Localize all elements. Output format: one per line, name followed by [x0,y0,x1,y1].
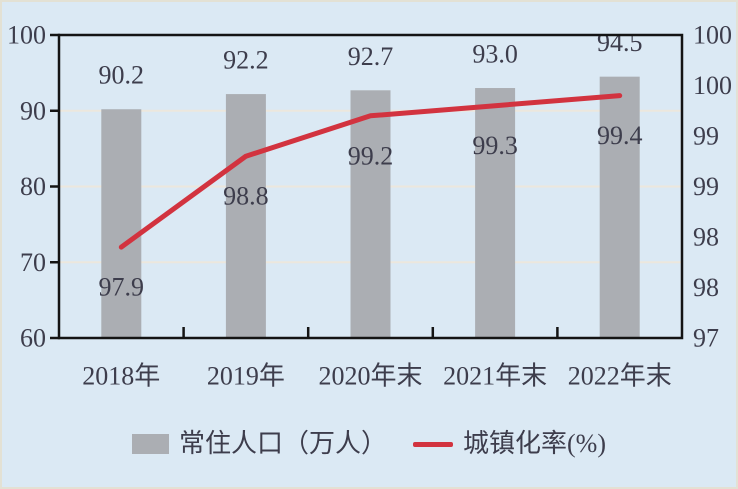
bar-value-label: 93.0 [472,40,518,69]
left-axis-tick-label: 60 [20,324,46,353]
bar-2020年末 [350,90,391,338]
x-axis-label: 2018年 [82,362,160,391]
x-axis-label: 2019年 [207,362,285,391]
line-value-label: 99.4 [597,121,643,150]
bar-value-label: 92.2 [223,46,269,75]
right-axis-tick-label: 99 [693,172,719,201]
line-series-swatch [413,441,454,447]
left-axis-tick-label: 90 [20,96,46,125]
bar-2022年末 [599,76,640,338]
chart-legend: 常住人口（万人） 城镇化率(%) [2,426,736,462]
legend-item-population: 常住人口（万人） [132,431,387,457]
right-axis-tick-label: 100 [693,71,732,100]
right-axis-tick-label: 98 [693,273,719,302]
right-axis-tick-label: 100 [693,21,732,50]
bar-value-label: 92.7 [348,42,394,71]
x-axis-label: 2022年末 [568,362,672,391]
line-value-label: 98.8 [223,182,269,211]
x-axis-label: 2020年末 [318,362,422,391]
urbanization-trend-line [118,93,623,250]
left-axis-tick-label: 100 [7,21,46,50]
line-value-label: 99.2 [348,141,394,170]
line-value-label: 97.9 [99,273,145,302]
legend-label-urbanization: 城镇化率(%) [463,429,606,458]
right-axis-tick-label: 97 [693,324,719,353]
right-axis-tick-label: 99 [693,122,719,151]
x-axis-label: 2021年末 [443,362,547,391]
left-axis-tick-label: 70 [20,248,46,277]
bar-series-swatch [132,434,169,454]
bar-2018年 [101,109,142,338]
legend-item-urbanization: 城镇化率(%) [413,431,606,457]
right-axis-tick-label: 98 [693,223,719,252]
bar-2021年末 [475,88,516,339]
left-axis-tick-label: 80 [20,172,46,201]
line-value-label: 99.3 [472,131,518,160]
bar-value-label: 94.5 [597,28,643,57]
bar-value-label: 90.2 [99,61,145,90]
data-labels: 90.2 92.2 92.7 93.0 94.5 97.9 98.8 99.2 99.3 99.4 [99,28,643,302]
bar-2019年 [225,94,266,339]
legend-label-population: 常住人口（万人） [179,429,388,458]
